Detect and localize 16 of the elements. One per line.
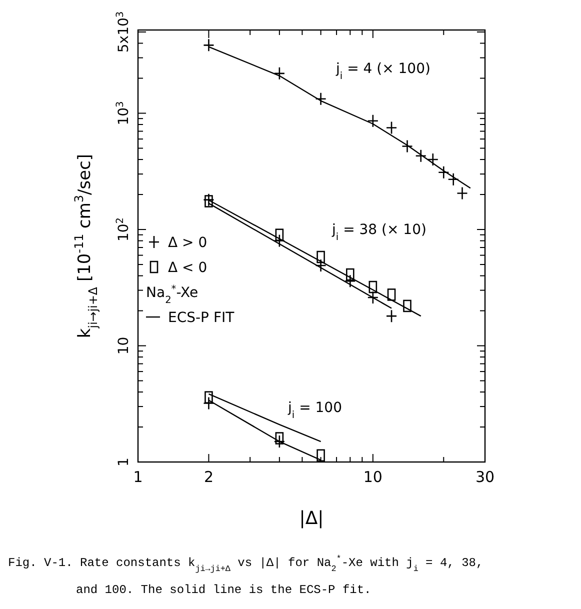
legend-title: Na$_{2}$$^{*}$-Xe xyxy=(146,283,198,306)
text: and 100. The solid line is the ECS-P fit. xyxy=(76,583,372,598)
x-tick-label: 1 xyxy=(133,468,143,486)
legend-label: ECS-P FIT xyxy=(168,310,235,326)
annotation: j$_{i}$ = 100 xyxy=(287,400,342,420)
y-tick-label: 1 xyxy=(116,458,132,466)
x-axis-title: |Δ| xyxy=(299,508,324,529)
legend-label: Δ < 0 xyxy=(168,260,208,276)
legend-label: Δ > 0 xyxy=(168,234,208,251)
y-tick-label: 10 xyxy=(116,336,132,355)
x-tick-label: 10 xyxy=(363,468,382,486)
x-tick-label: 30 xyxy=(475,468,495,486)
annotation: j$_{i}$ = 4 (× 100) xyxy=(335,60,430,82)
text: Fig. V-1. Rate constants k$_{ji→ji+Δ}$ vs |Δ| for Na$_{2}$$^{*}$-Xe with j$_{i}$ = 4, 38, xyxy=(8,554,484,574)
annotation: j$_{i}$ = 38 (× 10) xyxy=(331,222,426,242)
x-tick-label: 2 xyxy=(204,468,214,486)
